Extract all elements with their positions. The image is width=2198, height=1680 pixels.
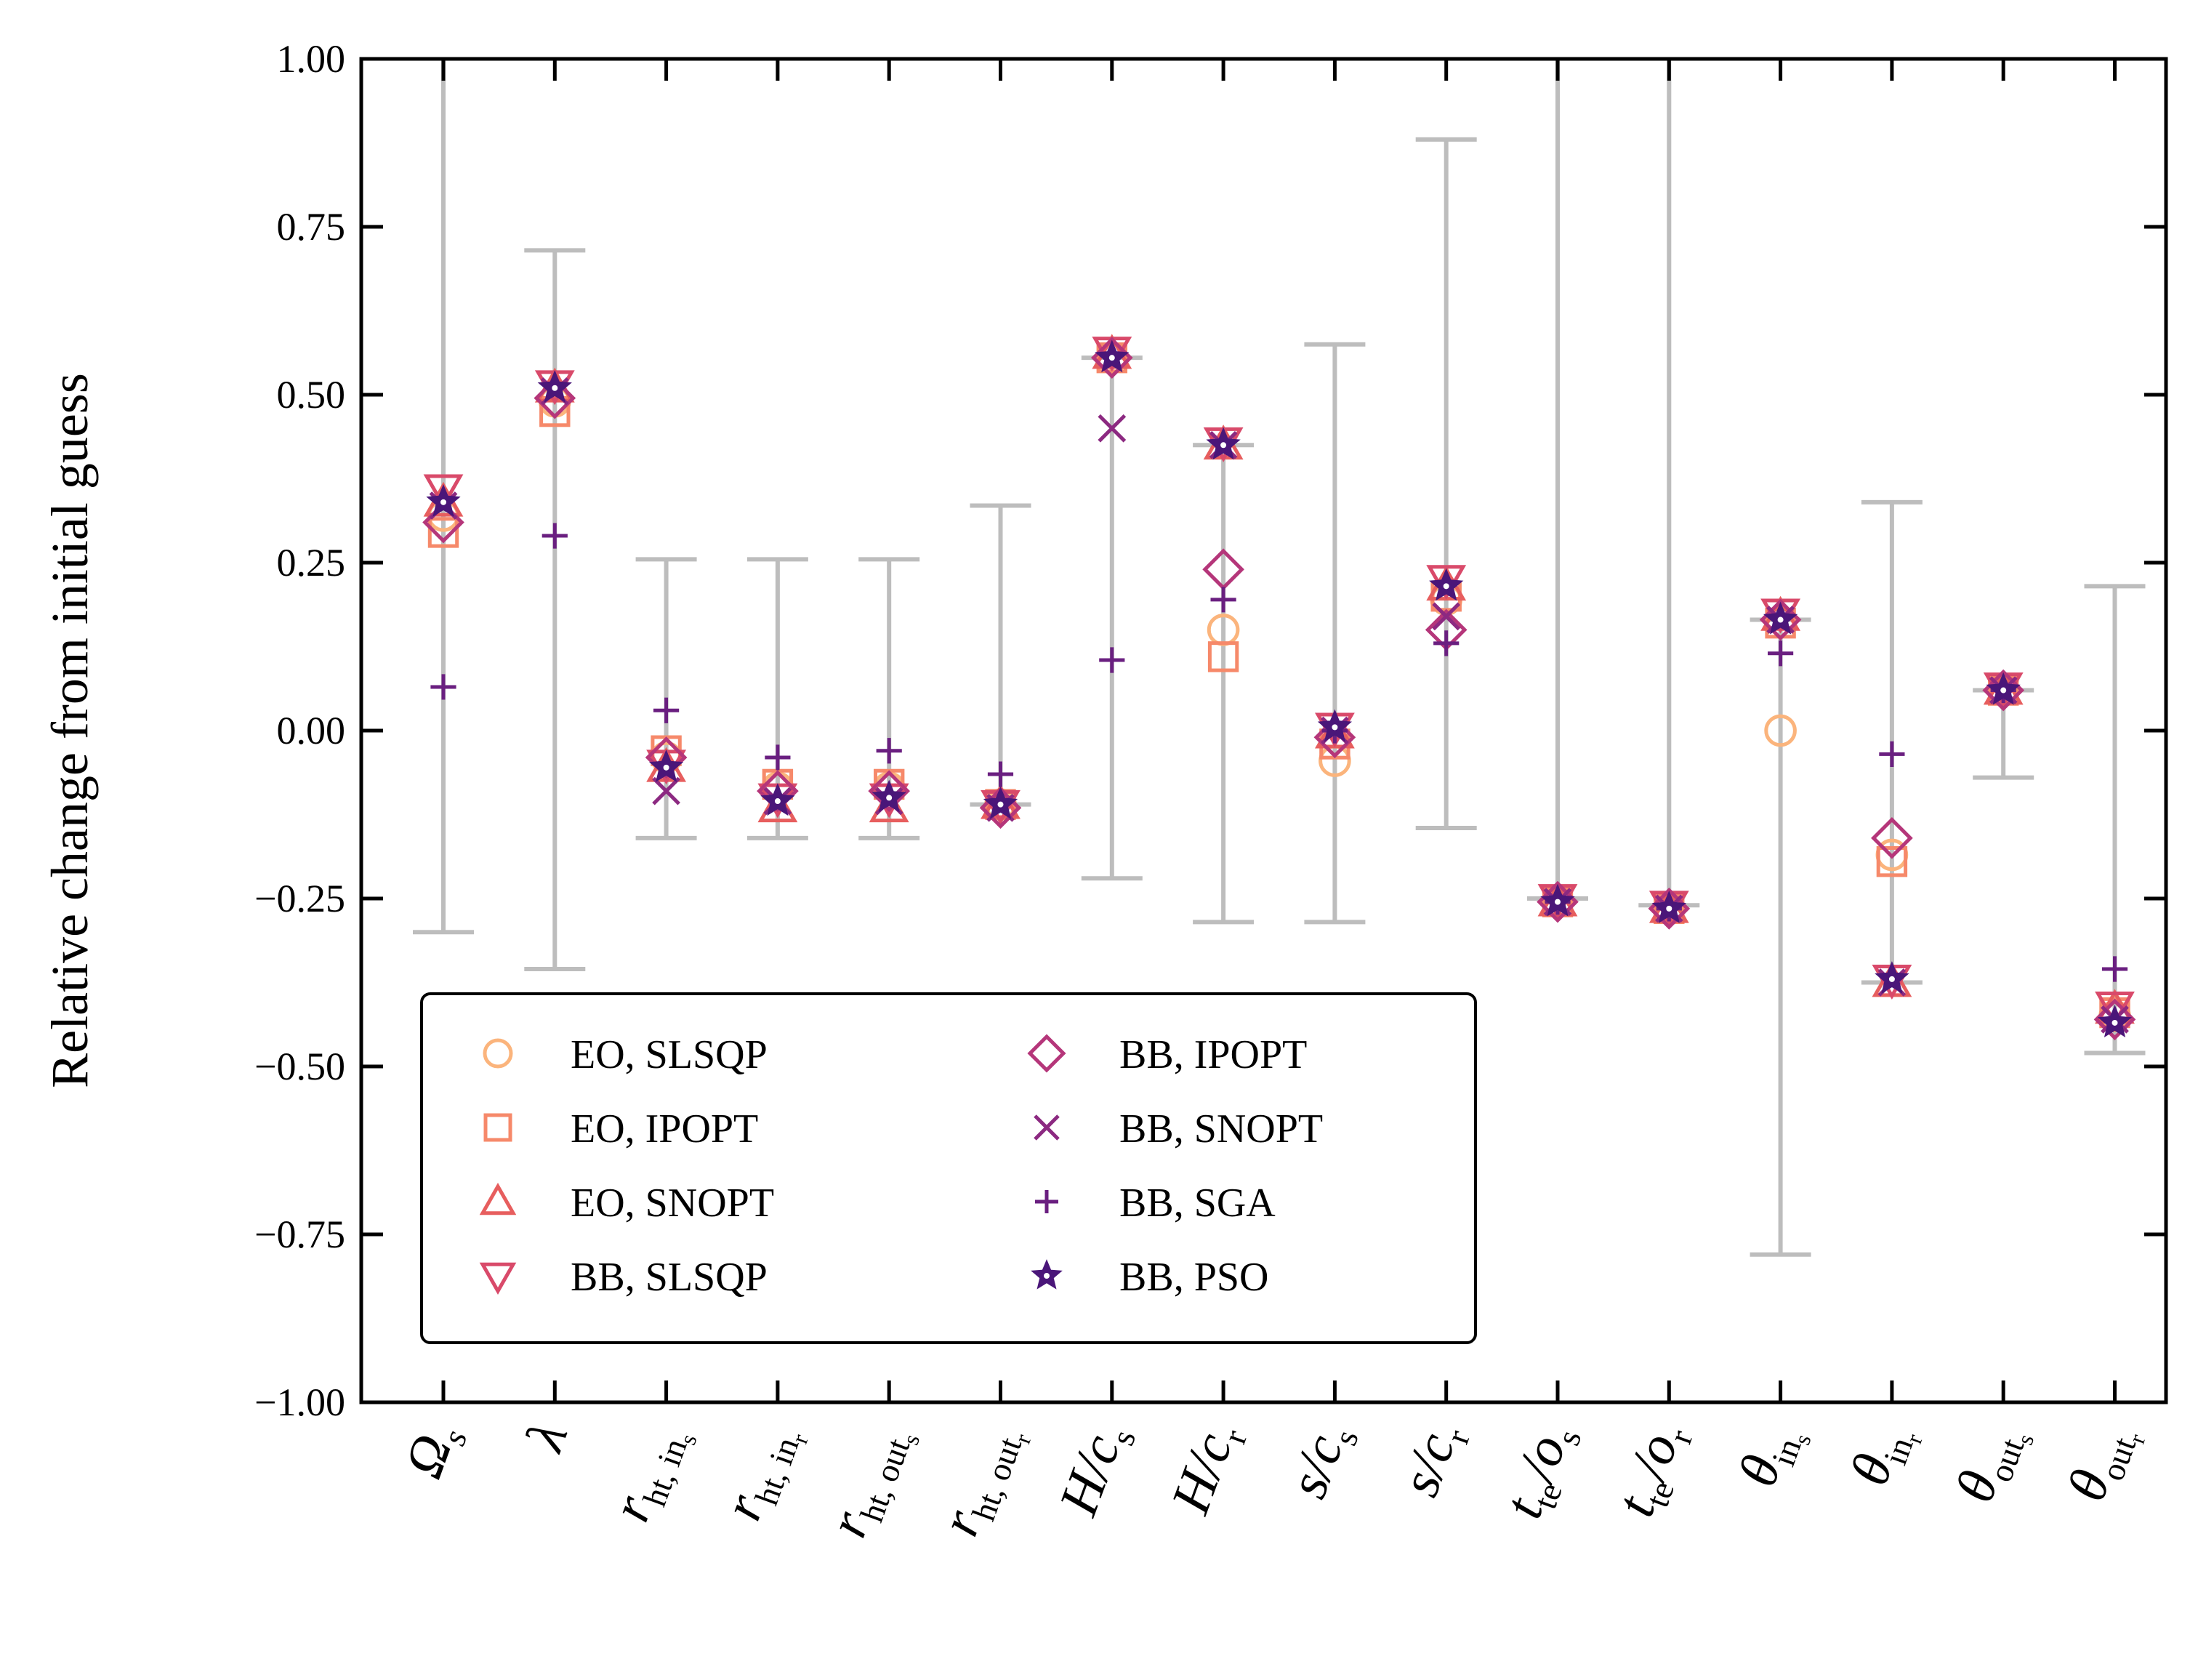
series-star [426,339,2133,1037]
y-axis-label: Relative change from initial guess [41,373,99,1088]
data-point [876,738,902,764]
legend-item: EO, IPOPT [483,1106,758,1152]
legend-marker [1034,1114,1060,1141]
data-point [1768,640,1794,667]
data-point-center [774,798,781,805]
data-point-center [1777,616,1784,623]
legend-label: BB, PSO [1119,1255,1268,1300]
data-point [1099,647,1125,673]
points-layer [422,334,2136,1041]
legend-marker [479,1182,517,1215]
data-point [1879,741,1905,767]
legend-item: BB, PSO [1031,1255,1268,1300]
legend-marker [1027,1034,1066,1073]
data-point [2093,998,2136,1041]
legend-item: BB, SGA [1035,1181,1276,1226]
y-tick-label: 1.00 [277,37,346,81]
y-tick-label: −1.00 [254,1380,345,1424]
data-point-center [1555,899,1561,905]
data-point [1090,337,1133,379]
data-point [1207,641,1239,672]
y-tick-label: −0.50 [254,1045,345,1088]
legend-marker [483,1038,513,1069]
data-point [1210,587,1236,613]
legend-item: BB, SNOPT [1034,1106,1323,1152]
y-tick-label: 0.50 [277,373,346,417]
data-point [1759,598,1802,641]
data-point [1764,714,1797,747]
legend-marker-center [1044,1273,1050,1279]
legend-marker [1035,1190,1058,1213]
legend-label: EO, SNOPT [571,1181,774,1226]
data-point [757,770,799,812]
legend-label: EO, SLSQP [571,1032,768,1077]
data-point [2101,956,2128,982]
data-point [868,770,911,812]
y-tick-label: 0.00 [277,709,346,752]
data-point-center [2000,687,2007,694]
legend-item: BB, SLSQP [479,1255,768,1300]
legend-item: EO, SLSQP [483,1032,768,1077]
data-point [653,697,680,723]
legend-label: BB, SLSQP [571,1255,768,1300]
y-tick-label: 0.25 [277,541,346,584]
data-point [1537,880,1579,923]
legend-label: BB, SGA [1119,1181,1276,1226]
data-point [1982,669,2025,712]
data-point [1648,888,1691,930]
data-point [542,523,568,549]
data-point-center [663,764,669,771]
legend-item: EO, SNOPT [479,1181,774,1226]
bounds-layer [413,59,2146,1257]
data-point-center [552,385,558,391]
legend-box [420,992,1477,1344]
data-point-center [1666,905,1672,912]
legend-label: EO, IPOPT [571,1106,758,1152]
data-point [645,736,688,779]
data-point [1098,414,1127,443]
data-point-center [1332,724,1338,731]
y-tick-label: −0.75 [254,1213,345,1256]
data-point [423,474,464,510]
y-tick-label: 0.75 [277,205,346,249]
data-point-center [997,801,1004,808]
data-point [1871,817,1913,859]
data-point [1433,630,1460,656]
legend-marker [483,1113,512,1142]
data-point-center [1220,442,1227,449]
data-point-center [1443,583,1449,590]
data-point [430,674,456,700]
data-point [534,377,576,419]
series-plus [430,523,2128,982]
y-axis: 1.00 0.75 0.50 0.25 0.00 −0.25 −0.50 −0.75 −1.00 [254,37,2166,1424]
data-point-center [2112,1019,2118,1026]
data-point-center [440,499,446,505]
data-point [652,776,680,805]
data-point [987,761,1014,787]
data-point-center [1888,976,1895,982]
legend-label: BB, SNOPT [1119,1106,1323,1152]
legend: EO, SLSQP EO, IPOPT EO, SNOPT BB, SLSQP BB, … [420,992,1477,1344]
legend-label: BB, IPOPT [1119,1032,1307,1077]
data-point-center [886,795,893,801]
data-point-center [1108,355,1115,361]
data-point [1876,845,1908,877]
data-point [427,517,459,548]
data-point [765,744,791,771]
legend-marker [479,1262,517,1295]
legend-item: BB, IPOPT [1027,1032,1307,1077]
data-point [757,787,798,823]
y-tick-label: −0.25 [254,877,345,920]
data-point [1432,602,1461,631]
